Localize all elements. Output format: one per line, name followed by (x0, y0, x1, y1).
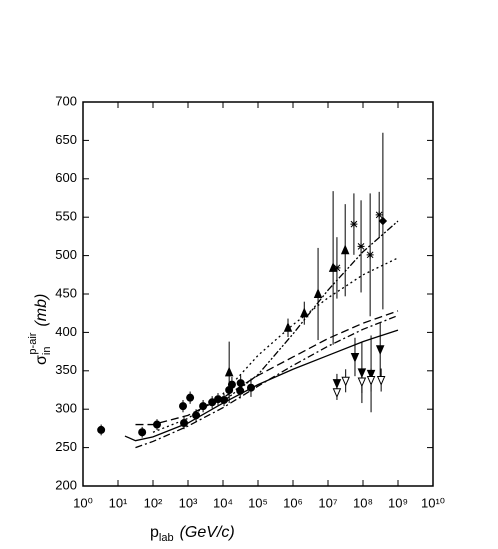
data-point (300, 307, 309, 318)
y-tick-label: 350 (55, 362, 77, 377)
y-axis-title: σinp-air (mb) (27, 294, 53, 365)
x-tick-label: 10⁷ (318, 495, 337, 510)
y-title-symbol: σ (33, 355, 50, 365)
data-point (236, 379, 245, 388)
x-axis-title: plab (GeV/c) (150, 524, 235, 544)
data-point (192, 411, 201, 420)
x-tick-label: 10⁰ (73, 495, 93, 510)
y-tick-label: 450 (55, 285, 77, 300)
data-point (180, 419, 189, 428)
y-tick-label: 700 (55, 93, 77, 108)
x-title-symbol: p (150, 524, 159, 541)
data-point (220, 395, 229, 404)
y-title-sup: p-air (27, 332, 39, 354)
x-tick-label: 10⁴ (213, 495, 233, 510)
data-point (152, 420, 161, 429)
x-tick-label: 10⁹ (388, 495, 408, 510)
x-tick-label: 10⁸ (353, 495, 373, 510)
data-point (227, 380, 236, 389)
data-point (350, 220, 358, 228)
model-curve (222, 220, 399, 403)
y-tick-label: 650 (55, 132, 77, 147)
data-point (366, 376, 376, 386)
data-point (376, 376, 386, 386)
x-tick-label: 10² (144, 495, 163, 510)
y-tick-label: 550 (55, 209, 77, 224)
data-point (332, 388, 342, 399)
x-tick-label: 10¹⁰ (421, 495, 445, 510)
data-point (366, 251, 374, 259)
x-tick-label: 10⁶ (283, 495, 303, 510)
data-point (357, 242, 365, 250)
model-curve (124, 329, 399, 442)
data-point (313, 288, 323, 298)
data-point (283, 322, 293, 332)
model-curve (152, 257, 399, 433)
y-tick-label: 250 (55, 439, 77, 454)
y-tick-label: 500 (55, 247, 77, 262)
data-point (332, 379, 342, 389)
x-tick-label: 10⁵ (248, 495, 268, 510)
data-point (186, 393, 195, 402)
y-tick-label: 300 (55, 401, 77, 416)
data-point (378, 216, 388, 226)
data-point (179, 402, 188, 411)
model-curve (135, 310, 399, 426)
data-point (375, 211, 383, 219)
x-title-unit: (GeV/c) (180, 524, 235, 541)
data-point (138, 428, 147, 437)
y-tick-label: 200 (55, 477, 77, 492)
plot-frame (82, 101, 434, 487)
data-point (199, 402, 208, 411)
data-point (97, 425, 106, 434)
x-tick-label: 10³ (179, 495, 198, 510)
model-curve (135, 314, 399, 449)
y-tick-label: 400 (55, 324, 77, 339)
x-tick-label: 10¹ (109, 495, 128, 510)
y-title-unit: (mb) (33, 294, 50, 327)
data-point (375, 345, 385, 356)
data-point (341, 376, 350, 387)
data-point (350, 352, 360, 363)
data-point (333, 264, 341, 272)
data-point (246, 383, 255, 392)
data-point (357, 377, 367, 388)
x-title-sub: lab (159, 532, 174, 544)
data-point (340, 244, 350, 255)
y-title-sub: in (41, 347, 53, 356)
y-tick-label: 600 (55, 170, 77, 185)
data-point (224, 366, 234, 377)
